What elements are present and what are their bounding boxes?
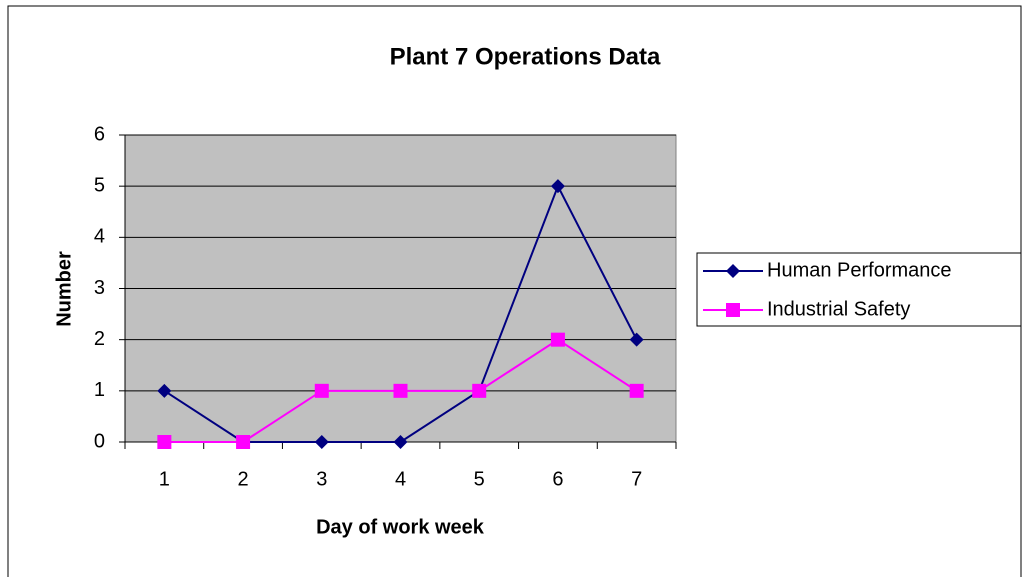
x-tick-label: 3 [316, 468, 327, 490]
y-tick-label: 6 [94, 123, 105, 145]
x-tick-label: 1 [159, 468, 170, 490]
marker [393, 383, 408, 398]
marker [550, 179, 565, 194]
marker [157, 383, 172, 398]
y-tick-label: 5 [94, 174, 105, 196]
marker [236, 435, 251, 449]
marker [472, 383, 487, 398]
marker [726, 264, 740, 278]
marker [314, 435, 329, 449]
x-tick-label: 6 [552, 468, 563, 490]
marker [314, 383, 329, 398]
y-tick-label: 4 [94, 226, 105, 248]
y-tick-label: 2 [94, 328, 105, 350]
legend [696, 252, 1022, 327]
marker [629, 383, 644, 398]
legend-label: Industrial Safety [767, 298, 910, 320]
y-tick-label: 3 [94, 277, 105, 299]
x-axis-label: Day of work week [316, 516, 485, 538]
x-tick-label: 5 [474, 468, 485, 490]
x-tick-label: 7 [631, 468, 642, 490]
legend-label: Human Performance [767, 259, 952, 281]
y-axis-label: Number [53, 251, 75, 327]
chart-title: Plant 7 Operations Data [390, 43, 661, 70]
y-tick-label: 0 [94, 430, 105, 452]
marker [393, 435, 408, 449]
marker [550, 332, 565, 347]
marker [726, 303, 740, 317]
y-tick-label: 1 [94, 379, 105, 401]
marker [629, 332, 644, 347]
marker [157, 435, 172, 449]
x-tick-label: 4 [395, 468, 406, 490]
x-tick-label: 2 [238, 468, 249, 490]
